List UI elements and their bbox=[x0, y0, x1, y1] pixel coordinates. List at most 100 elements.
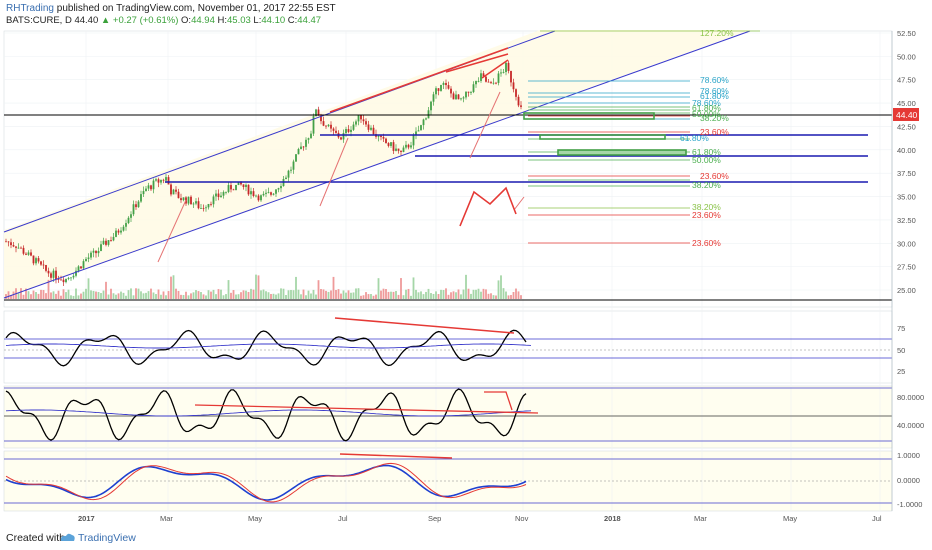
volume-bar bbox=[25, 288, 27, 299]
candle-body bbox=[500, 72, 502, 74]
candle-body bbox=[312, 116, 315, 134]
candle-body bbox=[512, 82, 515, 90]
candle-body bbox=[200, 208, 202, 209]
volume-bar bbox=[140, 291, 142, 299]
candle-body bbox=[115, 230, 117, 237]
volume-bar bbox=[12, 291, 15, 299]
candle-body bbox=[240, 181, 242, 185]
time-tick-label: 2018 bbox=[604, 514, 621, 523]
candle-body bbox=[32, 255, 35, 264]
volume-bar bbox=[242, 290, 245, 299]
volume-bar bbox=[180, 294, 182, 299]
fib-labels: 127.20%78.60%78.60%61.80%78.60%61.80%50.… bbox=[680, 28, 734, 248]
candle-body bbox=[22, 247, 25, 254]
candle-body bbox=[392, 142, 395, 151]
volume-bar bbox=[390, 291, 392, 299]
chart-canvas[interactable]: 52.50 50.00 47.50 45.00 42.50 40.00 37.50 35.00… bbox=[0, 0, 932, 528]
volume-bar bbox=[430, 293, 432, 299]
volume-bar bbox=[300, 294, 302, 299]
candle-body bbox=[400, 150, 402, 152]
candle-body bbox=[250, 191, 252, 195]
volume-bar bbox=[362, 295, 365, 299]
volume-bar bbox=[222, 295, 225, 299]
projected-path bbox=[459, 186, 517, 227]
volume-bar bbox=[480, 291, 482, 299]
candle-body bbox=[397, 148, 400, 151]
volume-bar bbox=[227, 280, 230, 299]
candle-body bbox=[222, 192, 225, 196]
candle-body bbox=[352, 124, 355, 130]
candle-body bbox=[417, 130, 420, 132]
pane-tick-label: 40.0000 bbox=[897, 421, 924, 430]
candle-body bbox=[427, 110, 430, 119]
volume-bar bbox=[100, 293, 102, 299]
volume-bar bbox=[175, 288, 177, 299]
candle-body bbox=[17, 247, 20, 249]
volume-bar bbox=[50, 292, 52, 299]
volume-bar bbox=[35, 292, 37, 299]
open-value: 44.94 bbox=[191, 15, 215, 26]
pane-tick-label: 25 bbox=[897, 367, 905, 376]
fib-label: 78.60% bbox=[692, 98, 721, 108]
volume-bar bbox=[205, 295, 207, 299]
indicator-pane-2[interactable] bbox=[3, 385, 893, 449]
volume-bar bbox=[462, 289, 465, 299]
candle-body bbox=[52, 270, 55, 278]
candle-body bbox=[505, 62, 507, 73]
candle-body bbox=[212, 196, 215, 205]
candle-body bbox=[87, 257, 90, 259]
volume-bar bbox=[210, 291, 212, 299]
volume-bar bbox=[245, 290, 247, 299]
volume-bar bbox=[297, 289, 300, 299]
volume-bar bbox=[185, 291, 187, 299]
price-tick-label: 47.50 bbox=[897, 76, 916, 85]
volume-bar bbox=[445, 288, 447, 299]
tradingview-logo-icon[interactable] bbox=[58, 531, 76, 548]
candle-body bbox=[495, 82, 497, 84]
volume-bar bbox=[355, 288, 357, 299]
candle-body bbox=[285, 177, 287, 180]
candle-body bbox=[482, 73, 485, 77]
volume-bar bbox=[417, 292, 420, 299]
volume-bar bbox=[17, 292, 20, 299]
pane2-signal-line bbox=[5, 409, 532, 417]
price-tick-label: 52.50 bbox=[897, 29, 916, 38]
time-tick-label: Jul bbox=[872, 514, 882, 523]
pane1-axis-ticks: 75 50 25 bbox=[897, 324, 905, 376]
candle-body bbox=[127, 217, 130, 224]
candle-body bbox=[357, 115, 360, 122]
candle-body bbox=[462, 97, 465, 99]
volume-bar bbox=[262, 289, 265, 299]
candle-body bbox=[72, 275, 75, 278]
candle-body bbox=[477, 80, 480, 82]
candle-body bbox=[97, 250, 100, 254]
volume-bar bbox=[472, 289, 475, 299]
volume-bar bbox=[287, 290, 290, 299]
candle-body bbox=[197, 201, 200, 209]
indicator-pane-1[interactable] bbox=[3, 310, 893, 384]
candle-body bbox=[65, 278, 67, 283]
tradingview-link[interactable]: TradingView bbox=[78, 532, 136, 544]
fib-label: 23.60% bbox=[700, 171, 729, 181]
volume-bar bbox=[317, 280, 320, 299]
candle-body bbox=[442, 82, 445, 85]
candle-body bbox=[475, 81, 477, 85]
volume-bar bbox=[22, 294, 25, 299]
volume-bar bbox=[485, 289, 487, 299]
volume-bar bbox=[197, 291, 200, 299]
candle-body bbox=[37, 258, 40, 262]
volume-bar bbox=[432, 293, 435, 299]
candle-body bbox=[395, 148, 397, 151]
candle-body bbox=[452, 93, 455, 100]
author-name[interactable]: RHTrading bbox=[6, 3, 54, 14]
candle-body bbox=[215, 193, 217, 197]
volume-bar bbox=[367, 294, 370, 299]
volume-bar bbox=[10, 295, 12, 299]
candle-body bbox=[122, 226, 125, 231]
candle-body bbox=[430, 101, 432, 111]
volume-bar bbox=[105, 281, 107, 299]
volume-bar bbox=[520, 295, 522, 299]
candle-body bbox=[255, 195, 257, 197]
price-tick-label: 40.00 bbox=[897, 146, 916, 155]
candle-body bbox=[390, 142, 392, 146]
